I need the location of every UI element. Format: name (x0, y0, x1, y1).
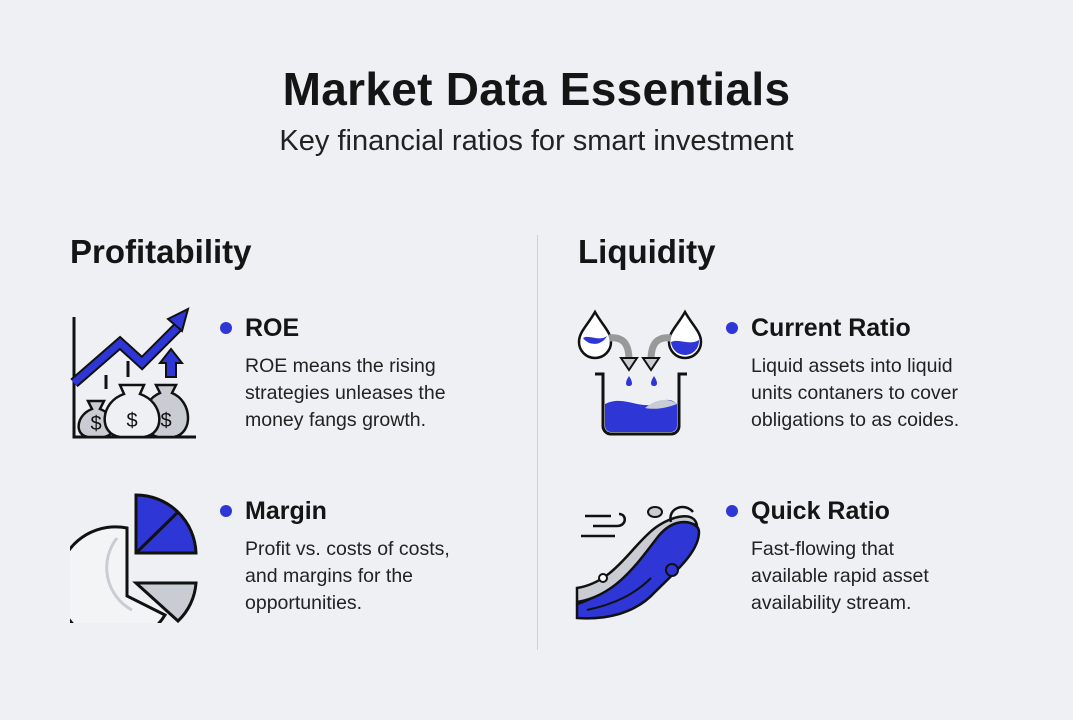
svg-text:$: $ (90, 413, 101, 435)
item-description-current-ratio: Liquid assets into liquid units contaner… (751, 353, 1041, 434)
desc-line: obligations to as coides. (751, 409, 960, 431)
desc-line: strategies unleases the (245, 382, 446, 404)
drops-into-beaker-icon (577, 309, 703, 436)
flowing-wave-icon (575, 505, 701, 620)
desc-line: ROE means the rising (245, 355, 436, 377)
item-title-current-ratio: Current Ratio (751, 314, 911, 342)
item-title-roe: ROE (245, 314, 300, 342)
desc-line: Fast-flowing that (751, 538, 895, 560)
desc-line: opportunities. (245, 592, 363, 614)
item-title-margin: Margin (245, 497, 327, 525)
bullet-dot (726, 322, 738, 334)
desc-line: and margins for the (245, 565, 414, 587)
bullet-dot (220, 505, 232, 517)
desc-line: Liquid assets into liquid (751, 355, 953, 377)
desc-line: units contaners to cover (751, 382, 959, 404)
page-subtitle: Key financial ratios for smart investmen… (279, 125, 794, 157)
bullet-dot (726, 505, 738, 517)
svg-text:$: $ (160, 410, 171, 432)
item-description-margin: Profit vs. costs of costs, and margins f… (245, 536, 535, 617)
desc-line: available rapid asset (751, 565, 929, 587)
desc-line: money fangs growth. (245, 409, 427, 431)
svg-text:$: $ (126, 410, 137, 432)
item-description-roe: ROE means the rising strategies unleases… (245, 353, 535, 434)
page-title: Market Data Essentials (282, 63, 791, 115)
desc-line: availability stream. (751, 592, 912, 614)
bullet-dot (220, 322, 232, 334)
section-heading-liquidity: Liquidity (578, 233, 716, 270)
column-divider (537, 235, 538, 650)
section-heading-profitability: Profitability (70, 233, 252, 270)
item-description-quick-ratio: Fast-flowing that available rapid asset … (751, 536, 1041, 617)
pie-chart-icon (70, 493, 198, 623)
item-title-quick-ratio: Quick Ratio (751, 497, 890, 525)
desc-line: Profit vs. costs of costs, (245, 538, 450, 560)
growth-chart-money-bags-icon: $ $ $ (70, 307, 196, 439)
